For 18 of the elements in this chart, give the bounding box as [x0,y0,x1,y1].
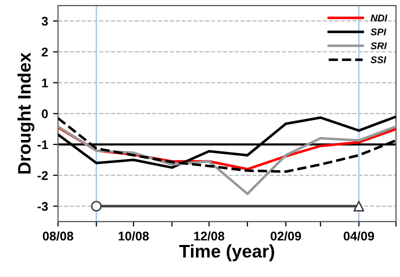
y-tick-label: 3 [42,16,48,26]
x-tick-label: 02/09 [270,231,301,241]
y-tick-label: 2 [42,48,48,56]
y-tick-label: -2 [38,171,48,180]
y-tick-label: -3 [38,202,48,211]
x-axis-title: Time (year) [179,244,274,262]
y-axis-title: Drought Index [17,52,34,174]
legend-label: SRI [370,42,387,50]
legend-label: SSI [370,56,386,64]
x-tick-label: 04/09 [344,231,374,241]
y-tick-label: -1 [38,140,48,149]
y-tick-label: 0 [42,109,48,118]
x-tick-label: 12/08 [194,231,224,241]
y-tick-label: 1 [42,78,48,88]
x-tick-label: 08/08 [42,231,74,241]
legend-label: NDI [370,14,388,22]
x-tick-label: 10/08 [118,231,149,241]
legend-label: SPI [370,28,386,36]
